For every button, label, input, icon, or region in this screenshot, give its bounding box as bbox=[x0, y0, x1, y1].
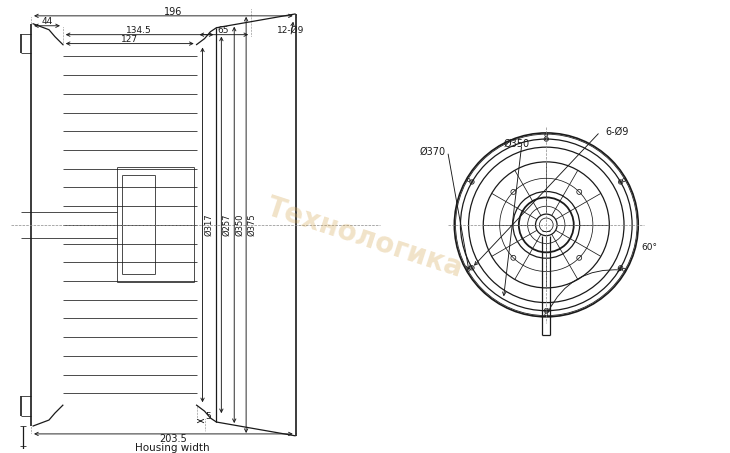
Text: Ø350: Ø350 bbox=[504, 139, 530, 149]
Text: Ø350: Ø350 bbox=[236, 214, 245, 236]
Text: 12-Ø9: 12-Ø9 bbox=[277, 26, 304, 35]
Text: 203.5: 203.5 bbox=[159, 434, 187, 444]
Text: 6-Ø9: 6-Ø9 bbox=[605, 127, 629, 137]
Text: 60°: 60° bbox=[641, 243, 657, 252]
Text: Технологика: Технологика bbox=[263, 193, 467, 283]
Text: 65: 65 bbox=[218, 26, 229, 35]
Text: Housing width: Housing width bbox=[136, 443, 210, 453]
Text: Ø375: Ø375 bbox=[247, 213, 256, 236]
Text: 196: 196 bbox=[164, 7, 182, 17]
Text: 134.5: 134.5 bbox=[126, 26, 152, 35]
Text: Ø317: Ø317 bbox=[204, 213, 213, 236]
Text: Ø370: Ø370 bbox=[420, 146, 445, 156]
Text: 5: 5 bbox=[206, 412, 212, 420]
Text: 44: 44 bbox=[42, 17, 53, 26]
Text: 127: 127 bbox=[120, 35, 138, 44]
Text: Ø257: Ø257 bbox=[223, 214, 232, 236]
